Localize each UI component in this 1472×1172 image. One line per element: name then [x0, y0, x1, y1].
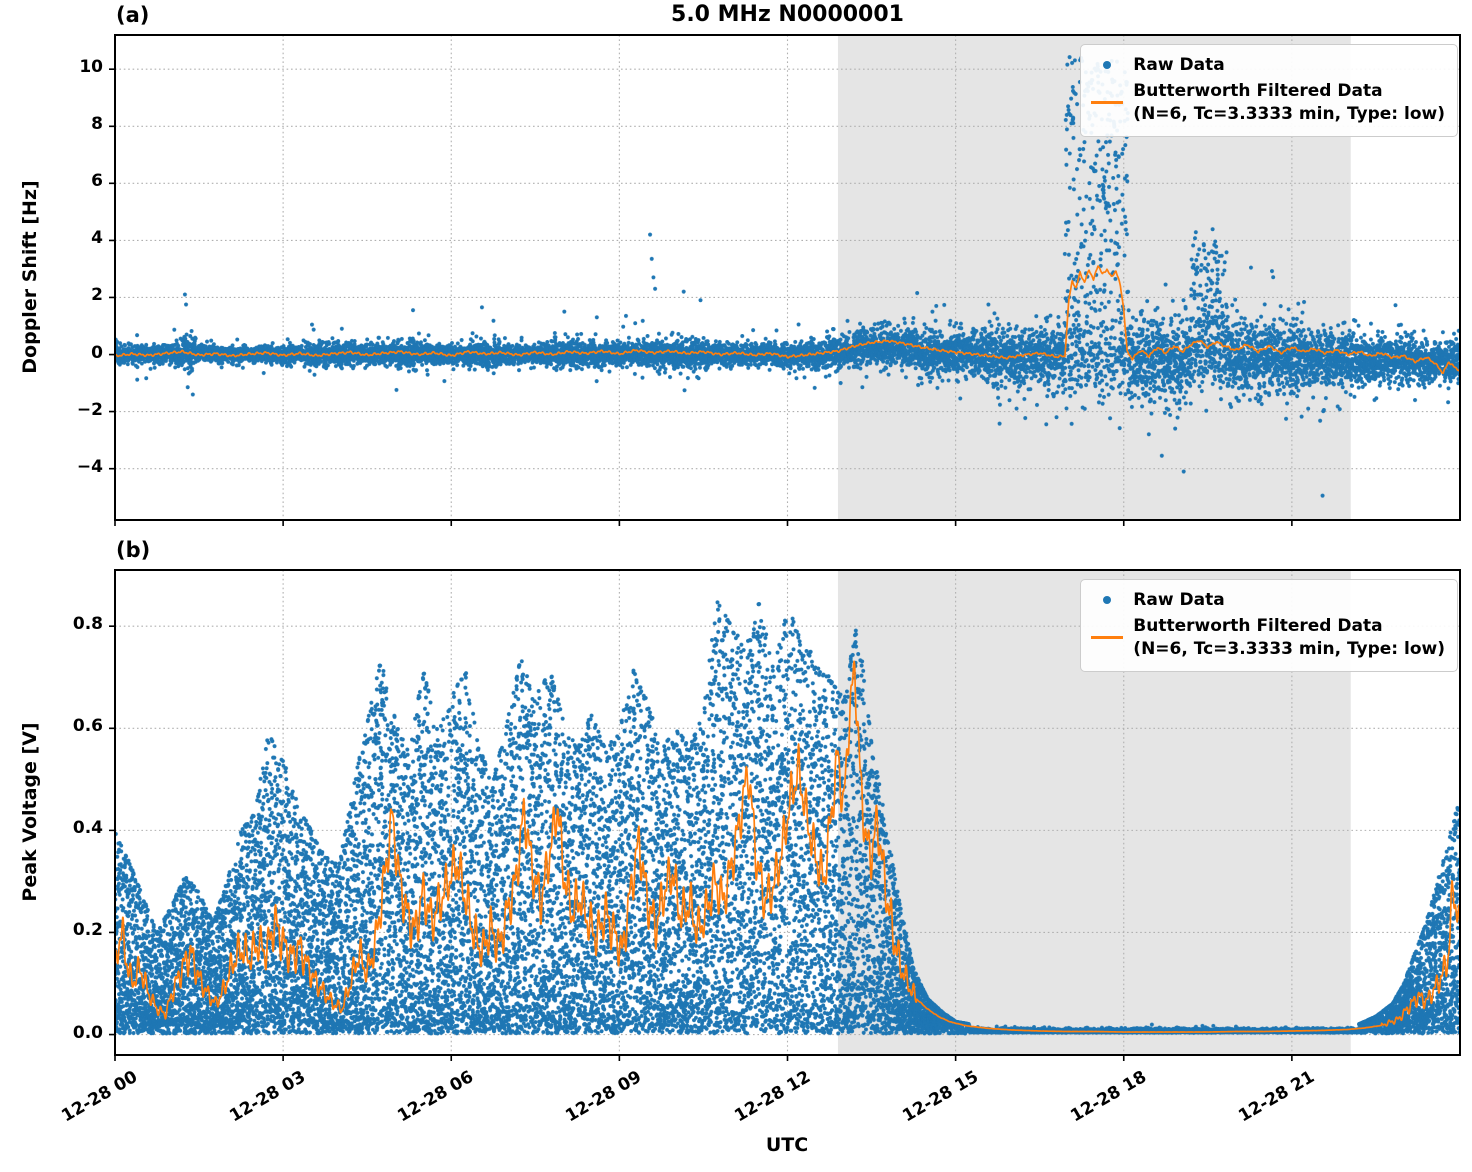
legend-filtered-text-a: Butterworth Filtered Data (N=6, Tc=3.3333…: [1133, 80, 1445, 126]
y-axis-label-voltage: Peak Voltage [V]: [19, 722, 41, 902]
y-axis-label-doppler: Doppler Shift [Hz]: [19, 180, 41, 374]
filtered-line-marker: [1089, 101, 1125, 105]
legend-row-filtered-b: Butterworth Filtered Data (N=6, Tc=3.3333…: [1089, 615, 1445, 661]
legend-panel-a: Raw Data Butterworth Filtered Data (N=6, …: [1080, 44, 1458, 137]
scatter-dot-icon: [1103, 61, 1112, 70]
filtered-line-marker-b: [1089, 636, 1125, 640]
legend-row-filtered-a: Butterworth Filtered Data (N=6, Tc=3.3333…: [1089, 80, 1445, 126]
legend-panel-b: Raw Data Butterworth Filtered Data (N=6, …: [1080, 579, 1458, 672]
legend-raw-label-a: Raw Data: [1133, 55, 1225, 75]
legend-filtered-text-b: Butterworth Filtered Data (N=6, Tc=3.3333…: [1133, 615, 1445, 661]
chart-title: 5.0 MHz N0000001: [671, 2, 904, 27]
legend-filtered-label-b: Butterworth Filtered Data: [1133, 615, 1383, 636]
line-sample-icon: [1091, 101, 1124, 105]
legend-filtered-sub-a: (N=6, Tc=3.3333 min, Type: low): [1133, 103, 1445, 124]
legend-filtered-label-a: Butterworth Filtered Data: [1133, 80, 1383, 101]
line-sample-icon-b: [1091, 636, 1124, 640]
legend-row-raw-b: Raw Data: [1089, 589, 1445, 612]
x-axis-label: UTC: [765, 1134, 809, 1156]
legend-raw-label-b: Raw Data: [1133, 590, 1225, 610]
legend-filtered-sub-b: (N=6, Tc=3.3333 min, Type: low): [1133, 638, 1445, 659]
legend-row-raw-a: Raw Data: [1089, 54, 1445, 77]
raw-data-dot-marker: [1089, 61, 1125, 70]
scatter-dot-icon-b: [1103, 596, 1112, 605]
panel-a-label: (a): [116, 3, 150, 27]
raw-data-dot-marker-b: [1089, 596, 1125, 605]
panel-b-label: (b): [116, 538, 151, 562]
